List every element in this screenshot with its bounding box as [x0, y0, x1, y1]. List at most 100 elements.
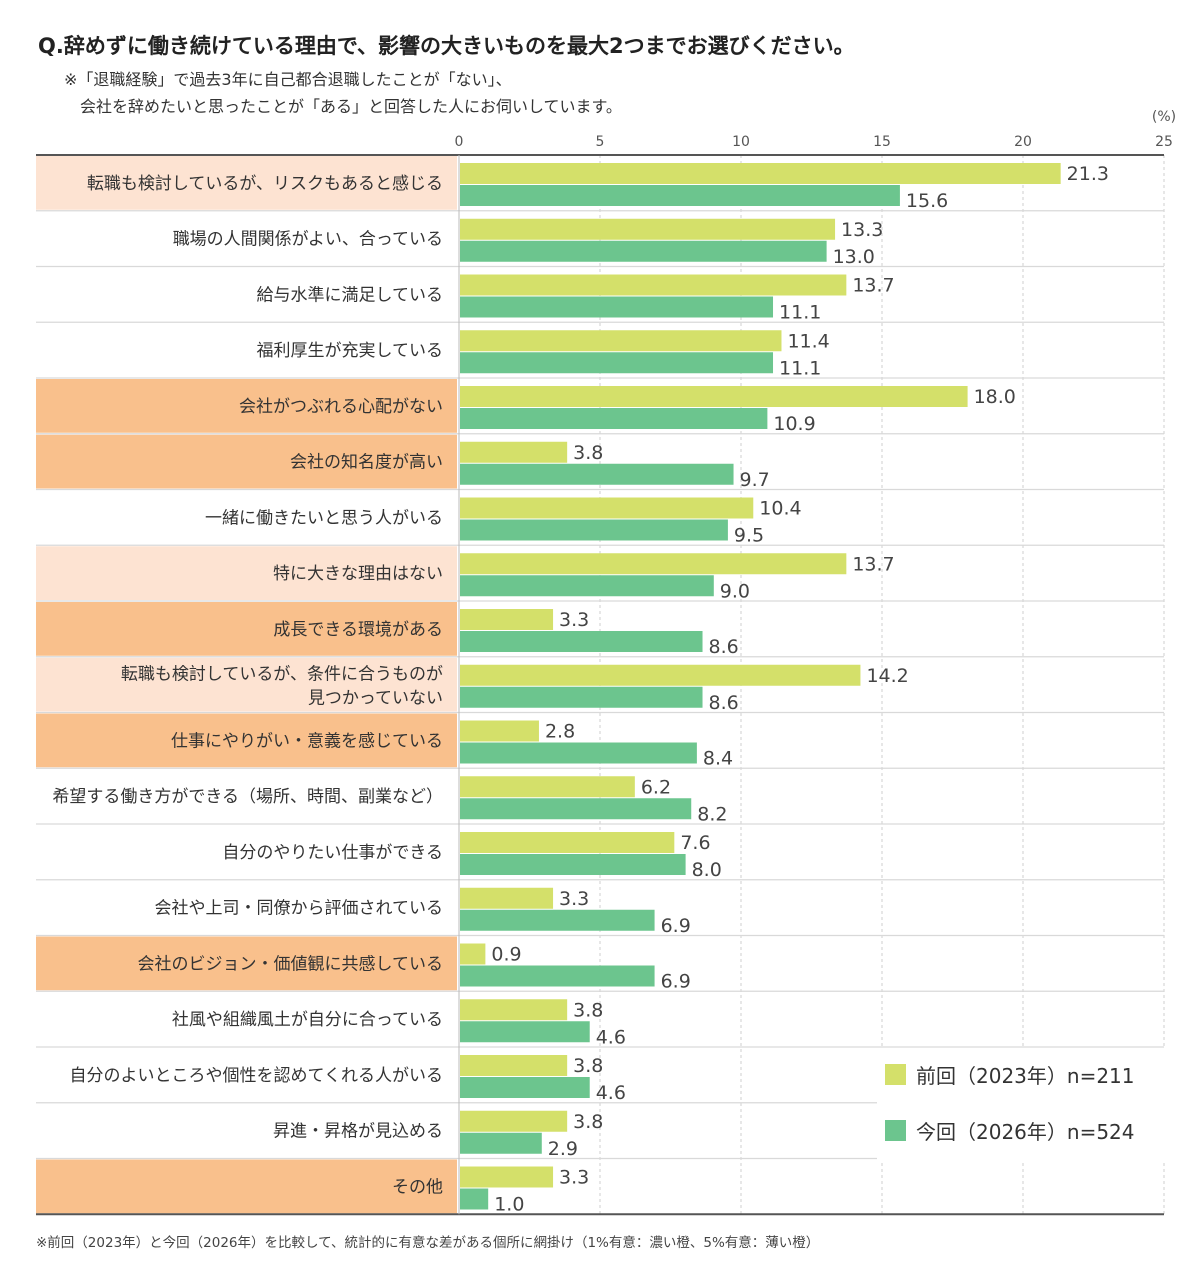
- category-label-background: [36, 657, 457, 712]
- category-label: 特に大きな理由はない: [273, 564, 443, 584]
- value-label-curr: 9.5: [734, 525, 764, 547]
- category-label-background: [36, 267, 457, 322]
- note-line-2: 会社を辞めたいと思ったことが「ある」と回答した人にお伺いしています。: [80, 97, 622, 116]
- footnote: ※前回（2023年）と今回（2026年）を比較して、統計的に有意な差がある個所に…: [36, 1235, 820, 1251]
- category-label: 社風や組織風土が自分に合っている: [172, 1010, 443, 1030]
- category-label-background: [36, 156, 457, 210]
- category-label: 昇進・昇格が見込める: [273, 1122, 443, 1142]
- value-label-prev: 18.0: [974, 386, 1016, 408]
- bar-curr: [460, 519, 728, 541]
- bar-prev: [460, 274, 847, 296]
- category-label: 会社のビジョン・価値観に共感している: [138, 954, 444, 974]
- legend-background: [877, 1048, 1167, 1162]
- value-label-prev: 3.8: [573, 1055, 603, 1077]
- category-label-background: [36, 546, 457, 600]
- bar-prev: [460, 553, 847, 575]
- x-tick-label: 5: [596, 134, 605, 150]
- value-label-curr: 9.0: [720, 580, 750, 602]
- category-label-background: [36, 602, 457, 656]
- bar-curr: [460, 1132, 542, 1154]
- value-label-curr: 8.0: [692, 859, 722, 881]
- value-label-prev: 10.4: [759, 498, 801, 520]
- bar-prev: [460, 1166, 554, 1188]
- value-label-curr: 1.0: [494, 1194, 524, 1216]
- value-label-prev: 0.9: [491, 944, 521, 966]
- category-label: 見つかっていない: [308, 689, 443, 709]
- value-label-prev: 3.8: [573, 1111, 603, 1133]
- bar-curr: [460, 1077, 590, 1098]
- bar-prev: [460, 776, 635, 798]
- value-label-prev: 14.2: [866, 665, 908, 687]
- value-label-curr: 6.9: [661, 971, 691, 993]
- x-tick-label: 25: [1155, 134, 1173, 150]
- bar-prev: [460, 218, 836, 240]
- bar-curr: [460, 965, 655, 987]
- category-label-background: [36, 379, 457, 433]
- category-label: 福利厚生が充実している: [257, 341, 444, 361]
- note-line-1: ※「退職経験」で過去3年に自己都合退職したことが「ない」、: [64, 70, 512, 89]
- category-label-background: [36, 1103, 457, 1158]
- bar-curr: [460, 631, 703, 652]
- page-title: Q.辞めずに働き続けている理由で、影響の大きいものを最大2つまでお選びください。: [38, 34, 855, 58]
- category-label-background: [36, 1159, 457, 1214]
- value-label-prev: 3.8: [573, 999, 603, 1021]
- category-label: 給与水準に満足している: [257, 285, 444, 305]
- bar-curr: [460, 1021, 590, 1043]
- category-label: 自分のよいところや個性を認めてくれる人がいる: [70, 1066, 444, 1086]
- value-label-curr: 13.0: [833, 246, 875, 268]
- bar-prev: [460, 163, 1061, 184]
- category-label-background: [36, 1048, 457, 1102]
- x-tick-label: 15: [873, 134, 891, 150]
- category-label: 会社の知名度が高い: [290, 453, 443, 473]
- category-label: 希望する働き方ができる（場所、時間、副業など）: [52, 787, 443, 807]
- bar-prev: [460, 1055, 568, 1076]
- value-label-prev: 3.3: [559, 888, 589, 910]
- category-label: 職場の人間関係がよい、合っている: [173, 230, 443, 250]
- bar-curr: [460, 575, 714, 597]
- bar-curr: [460, 1188, 489, 1210]
- category-label-background: [36, 825, 457, 879]
- value-label-curr: 10.9: [773, 413, 815, 435]
- legend-label-prev: 前回（2023年）n=211: [916, 1064, 1135, 1088]
- bar-prev: [460, 497, 754, 519]
- bar-prev: [460, 720, 539, 742]
- bar-curr: [460, 742, 697, 764]
- value-label-curr: 8.4: [703, 748, 733, 770]
- value-label-curr: 2.9: [548, 1138, 578, 1160]
- category-label-background: [36, 992, 457, 1046]
- category-label: 成長できる環境がある: [273, 620, 443, 640]
- value-label-curr: 8.6: [709, 692, 739, 714]
- category-label-background: [36, 323, 457, 377]
- category-label: 自分のやりたい仕事ができる: [222, 843, 443, 863]
- value-label-curr: 4.6: [596, 1026, 626, 1048]
- value-label-prev: 13.7: [852, 275, 894, 297]
- value-label-curr: 8.6: [709, 636, 739, 658]
- value-label-prev: 3.3: [559, 609, 589, 631]
- bar-prev: [460, 999, 568, 1021]
- value-label-prev: 21.3: [1067, 163, 1109, 185]
- bar-prev: [460, 832, 675, 853]
- bar-prev: [460, 664, 861, 686]
- bar-prev: [460, 386, 968, 407]
- category-label-background: [36, 769, 457, 823]
- value-label-prev: 3.3: [559, 1167, 589, 1189]
- unit-label: (%): [1152, 109, 1176, 125]
- category-label-background: [36, 880, 457, 935]
- bar-curr: [460, 352, 774, 374]
- x-tick-label: 0: [455, 134, 464, 150]
- category-label: その他: [392, 1177, 443, 1197]
- category-label-background: [36, 713, 457, 768]
- legend-swatch-curr: [885, 1120, 906, 1141]
- bar-prev: [460, 609, 554, 630]
- x-tick-label: 10: [732, 134, 750, 150]
- value-label-prev: 2.8: [545, 721, 575, 743]
- category-label: 転職も検討しているが、条件に合うものが: [121, 665, 443, 685]
- value-label-curr: 9.7: [740, 469, 770, 491]
- bar-curr: [460, 296, 774, 318]
- bar-curr: [460, 686, 703, 708]
- category-label: 転職も検討しているが、リスクもあると感じる: [87, 174, 443, 194]
- value-label-prev: 6.2: [641, 776, 671, 798]
- value-label-curr: 6.9: [661, 915, 691, 937]
- category-label-background: [36, 434, 457, 489]
